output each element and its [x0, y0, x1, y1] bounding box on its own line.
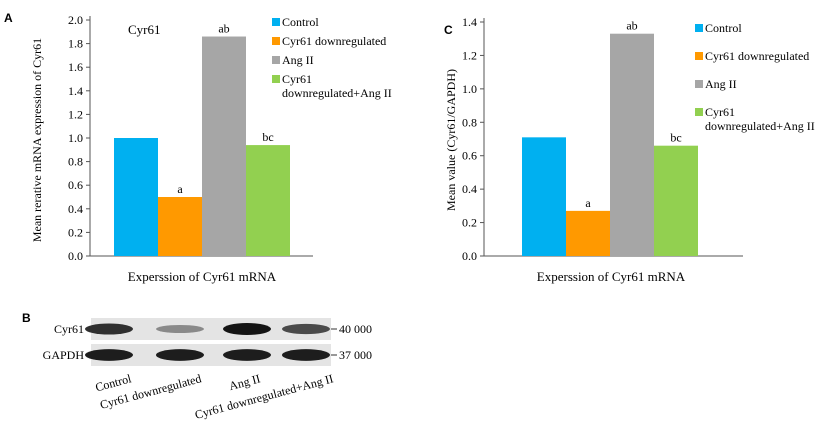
chart-c-bar-3 — [610, 33, 654, 257]
chart-a-title: Cyr61 — [128, 22, 161, 37]
chart-a-legend-swatch-4 — [272, 75, 280, 83]
chart-a-legend-label-3: Ang II — [282, 53, 314, 67]
chart-a-bar-4 — [246, 145, 290, 256]
chart-a-y-tick-label: 0.4 — [68, 202, 83, 216]
chart-a-y-tick-label: 1.6 — [68, 60, 83, 74]
chart-a-bar-label-4: bc — [262, 130, 273, 144]
chart-a-bar-1 — [114, 138, 158, 256]
chart-a-y-tick-label: 1.4 — [68, 84, 83, 98]
chart-c-legend-label-2: Cyr61 downregulated — [705, 49, 809, 63]
chart-c-y-tick-label: 0.0 — [462, 249, 477, 263]
blot-band — [156, 324, 204, 334]
chart-a-y-tick-label: 0.2 — [68, 225, 83, 239]
chart-a-y-tick-label: 1.8 — [68, 37, 83, 51]
blot-lane-label-4: Cyr61 downregulated+Ang II — [193, 371, 334, 421]
blot-row-label-2: GAPDH — [43, 348, 85, 362]
chart-a-y-tick-label: 2.0 — [68, 13, 83, 27]
chart-a-legend-label-4: Cyr61 — [282, 72, 312, 86]
chart-c-bar-4 — [654, 145, 698, 256]
chart-a-bar-2 — [158, 197, 202, 256]
blot-size-label-1: 40 000 — [339, 322, 372, 336]
chart-a-xlabel: Experssion of Cyr61 mRNA — [128, 269, 277, 284]
chart-c-legend-label-1: Control — [705, 21, 742, 35]
blot-band — [282, 349, 330, 361]
chart-a-legend-swatch-1 — [272, 18, 280, 26]
blot-size-label-2: 37 000 — [339, 348, 372, 362]
chart-a-legend-label-2: Cyr61 downregulated — [282, 34, 386, 48]
blot-band — [223, 349, 271, 361]
chart-c-legend-swatch-2 — [695, 52, 703, 60]
chart-a-y-tick-label: 0.0 — [68, 249, 83, 263]
chart-c-legend-swatch-4 — [695, 108, 703, 116]
panel-letter-c: C — [444, 23, 453, 37]
blot-strip-2 — [91, 344, 331, 366]
chart-a-legend-label-1: Control — [282, 15, 319, 29]
panel-letter-a: A — [4, 11, 13, 25]
chart-c: Mean value (Cyr61/GAPDH) Experssion of C… — [444, 15, 815, 284]
chart-c-y-tick-label: 0.2 — [462, 216, 477, 230]
chart-c-legend-swatch-1 — [695, 24, 703, 32]
blot-strip-1 — [91, 318, 331, 340]
chart-c-bar-label-4: bc — [670, 131, 681, 145]
blot-band — [223, 323, 271, 335]
chart-a-bar-3 — [202, 36, 246, 256]
blot-band — [282, 323, 330, 335]
panel-letter-b: B — [22, 311, 31, 325]
blot-band — [85, 323, 133, 335]
chart-c-bar-label-2: a — [585, 196, 591, 210]
chart-a-y-tick-label: 1.2 — [68, 107, 83, 121]
chart-a-bar-label-3: ab — [218, 22, 229, 36]
chart-a-y-tick-label: 1.0 — [68, 131, 83, 145]
chart-c-legend-label-4: downregulated+Ang II — [705, 119, 815, 133]
chart-a-y-tick-label: 0.6 — [68, 178, 83, 192]
blot-band — [156, 349, 204, 361]
chart-a-legend-swatch-3 — [272, 56, 280, 64]
chart-c-bar-1 — [522, 137, 566, 256]
chart-a-ylabel: Mean rerative mRNA expression of Cyr61 — [30, 38, 44, 242]
chart-c-y-tick-label: 0.8 — [462, 115, 477, 129]
chart-c-legend-label-3: Ang II — [705, 77, 737, 91]
chart-c-ylabel: Mean value (Cyr61/GAPDH) — [444, 69, 458, 211]
chart-c-y-tick-label: 1.2 — [462, 48, 477, 62]
chart-c-xlabel: Experssion of Cyr61 mRNA — [537, 269, 686, 284]
chart-c-legend-swatch-3 — [695, 80, 703, 88]
chart-c-y-tick-label: 1.0 — [462, 82, 477, 96]
chart-c-y-tick-label: 0.4 — [462, 182, 477, 196]
chart-c-bar-2 — [566, 210, 610, 256]
chart-a-legend-swatch-2 — [272, 37, 280, 45]
chart-c-bar-label-3: ab — [626, 19, 637, 33]
chart-a: Cyr61 Mean rerative mRNA expression of C… — [30, 13, 392, 284]
chart-a-legend-label-4: downregulated+Ang II — [282, 86, 392, 100]
chart-c-legend-label-4: Cyr61 — [705, 105, 735, 119]
chart-c-y-tick-label: 1.4 — [462, 15, 477, 29]
blot-row-label-1: Cyr61 — [54, 322, 84, 336]
blot-band — [85, 349, 133, 361]
chart-a-y-tick-label: 0.8 — [68, 155, 83, 169]
blot-lane-label-3: Ang II — [228, 371, 262, 393]
chart-c-y-tick-label: 0.6 — [462, 149, 477, 163]
chart-a-bar-label-2: a — [177, 182, 183, 196]
